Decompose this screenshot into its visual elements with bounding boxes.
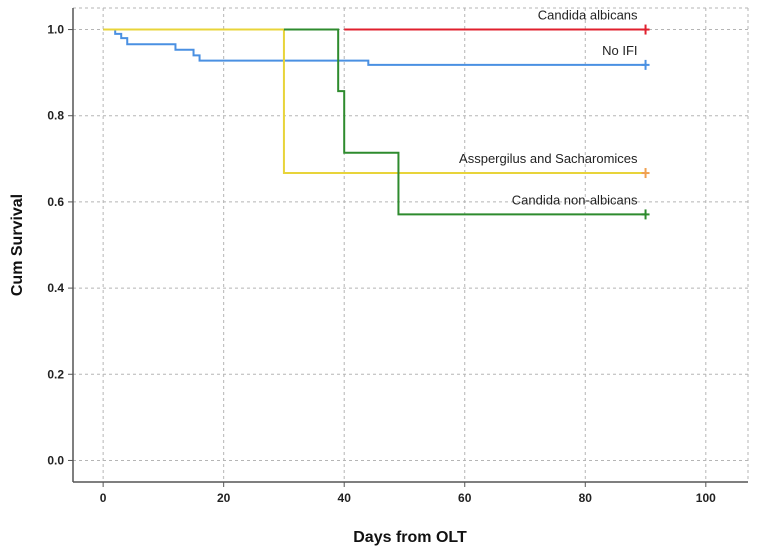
y-tick-label: 0.2 [47, 367, 64, 381]
series-line-no-ifi [103, 28, 646, 66]
y-tick-label: 1.0 [47, 23, 64, 37]
tick-labels: 0 20 40 60 80 100 0.0 0.2 0.4 0.6 0.8 1.0 [47, 23, 716, 505]
x-tick-label: 20 [217, 491, 231, 505]
x-tick-label: 0 [100, 491, 107, 505]
y-tick-label: 0.4 [47, 281, 64, 295]
y-tick-label: 0.0 [47, 453, 64, 467]
x-tick-label: 80 [579, 491, 593, 505]
y-tick-label: 0.8 [47, 109, 64, 123]
series-label-no-ifi: No IFI [602, 43, 637, 58]
x-axis-title: Days from OLT [353, 529, 467, 546]
y-tick-label: 0.6 [47, 195, 64, 209]
series-label-asspergilus-and-sacharomices: Asspergilus and Sacharomices [459, 151, 638, 166]
x-tick-label: 60 [458, 491, 472, 505]
series-label-candida-albicans: Candida albicans [538, 8, 638, 23]
grid [73, 7, 749, 482]
series-label-candida-non-albicans: Candida non-albicans [512, 192, 638, 207]
x-tick-label: 100 [696, 491, 716, 505]
x-tick-label: 40 [338, 491, 352, 505]
series-labels: Candida albicans No IFI Asspergilus and Sa… [459, 8, 638, 208]
y-axis-title: Cum Survival [9, 194, 26, 296]
axes [72, 8, 748, 483]
series-line-asspergilus-and-sacharomices [103, 28, 646, 175]
series-layer [103, 24, 650, 220]
series-line-candida-non-albicans [283, 28, 646, 216]
